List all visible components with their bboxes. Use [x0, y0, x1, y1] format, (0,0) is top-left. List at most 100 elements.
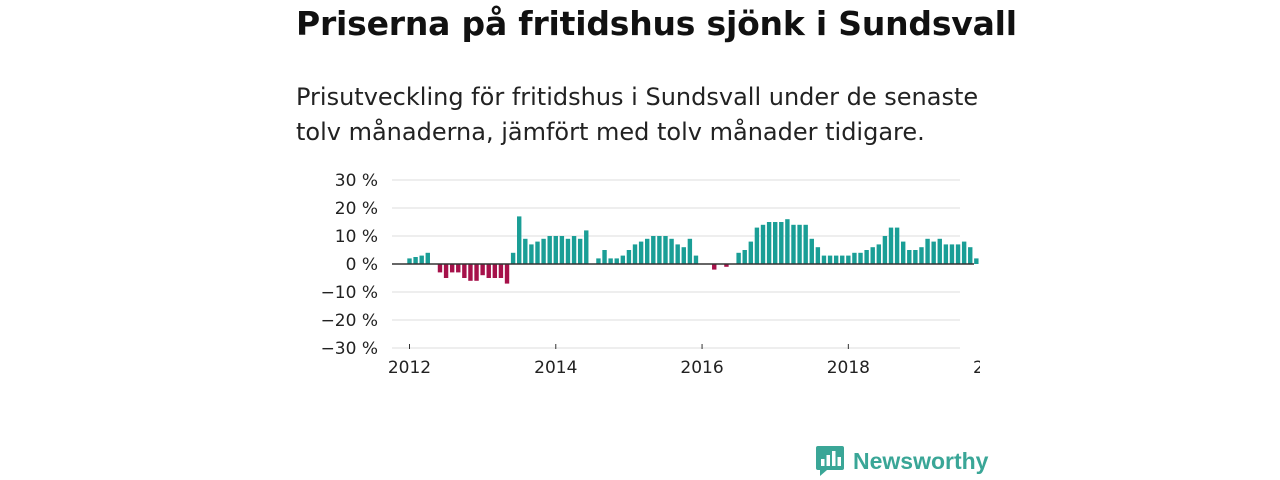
bar	[748, 241, 754, 264]
bar	[724, 264, 729, 267]
bar-chart: 30 % 20 % 10 % 0 % −10 % −20 % −30 % 2012 2014 2…	[321, 171, 980, 378]
chart-title: Priserna på fritidshus sjönk i Sundsvall	[296, 4, 1017, 43]
newsworthy-logo: Newsworthy	[815, 445, 988, 477]
bar	[760, 224, 766, 264]
bar	[766, 222, 772, 264]
bar	[919, 247, 924, 264]
bar	[913, 250, 918, 264]
bar	[833, 255, 839, 264]
bar	[517, 216, 522, 264]
bar	[742, 250, 747, 264]
bar	[846, 255, 851, 264]
bar	[437, 264, 443, 273]
bar	[492, 264, 498, 278]
bar	[608, 258, 613, 264]
bar	[882, 236, 888, 264]
bar	[504, 264, 510, 284]
bar	[638, 241, 644, 264]
bar	[498, 264, 504, 278]
bar	[645, 238, 650, 264]
bar	[949, 244, 955, 264]
bar	[535, 241, 540, 264]
bar	[510, 252, 516, 264]
bar	[827, 255, 833, 264]
bar	[486, 264, 491, 278]
bar	[888, 227, 894, 264]
y-tick-label: 0 %	[346, 255, 378, 275]
bar	[687, 238, 693, 264]
bar	[870, 247, 875, 264]
bar	[968, 247, 973, 264]
bar	[736, 252, 741, 264]
bar	[584, 230, 589, 264]
bar	[651, 236, 656, 264]
y-tick-label: 20 %	[335, 199, 378, 219]
bar	[791, 224, 796, 264]
bar	[547, 236, 552, 264]
bar	[803, 224, 808, 264]
bar	[474, 264, 479, 281]
bar	[937, 238, 942, 264]
bar	[523, 238, 528, 264]
bar	[669, 238, 674, 264]
bar	[480, 264, 485, 276]
y-tick-label: −20 %	[321, 311, 378, 331]
bar	[571, 236, 577, 264]
bar	[443, 264, 449, 278]
bar	[961, 241, 967, 264]
bar	[407, 258, 412, 264]
bar	[864, 250, 869, 264]
bar	[840, 255, 845, 264]
bar	[907, 250, 912, 264]
x-tick-label: 2020	[973, 358, 980, 378]
bar	[955, 244, 961, 264]
bar	[602, 250, 607, 264]
bar	[529, 244, 534, 264]
bar	[468, 264, 473, 281]
bar	[754, 227, 760, 264]
newsworthy-logo-icon	[816, 446, 844, 476]
bar	[663, 236, 668, 264]
x-tick-label: 2016	[680, 358, 723, 378]
bar	[425, 252, 430, 264]
chart-subtitle: Prisutveckling för fritidshus i Sundsval…	[296, 83, 979, 146]
brand-name: Newsworthy	[853, 447, 989, 474]
bar	[419, 255, 424, 264]
x-tick-label: 2018	[827, 358, 870, 378]
bar	[626, 250, 632, 264]
bar	[541, 238, 546, 264]
bar	[462, 264, 467, 278]
bar	[614, 258, 619, 264]
y-tick-label: −10 %	[321, 283, 378, 303]
bar	[596, 258, 601, 264]
y-tick-label: 10 %	[335, 227, 378, 247]
bar	[974, 258, 979, 264]
bar	[456, 264, 461, 273]
bar	[632, 244, 638, 264]
bar	[779, 222, 784, 264]
bar	[943, 244, 949, 264]
y-tick-label: 30 %	[335, 171, 378, 191]
bar	[620, 255, 626, 264]
bar	[577, 238, 583, 264]
bar	[773, 222, 778, 264]
y-tick-label: −30 %	[321, 339, 378, 359]
x-tick-label: 2014	[534, 358, 577, 378]
bar	[675, 244, 680, 264]
bar	[821, 255, 827, 264]
bar	[657, 236, 662, 264]
bar	[797, 224, 802, 264]
bar	[900, 241, 906, 264]
bar	[681, 247, 686, 264]
bar	[852, 252, 857, 264]
bar	[449, 264, 455, 273]
bar	[785, 219, 790, 264]
bar	[858, 252, 863, 264]
bar	[553, 236, 558, 264]
bar	[894, 227, 900, 264]
bar	[712, 264, 717, 270]
bar	[931, 241, 936, 264]
bar	[693, 255, 699, 264]
bar	[565, 238, 571, 264]
bar	[815, 247, 821, 264]
